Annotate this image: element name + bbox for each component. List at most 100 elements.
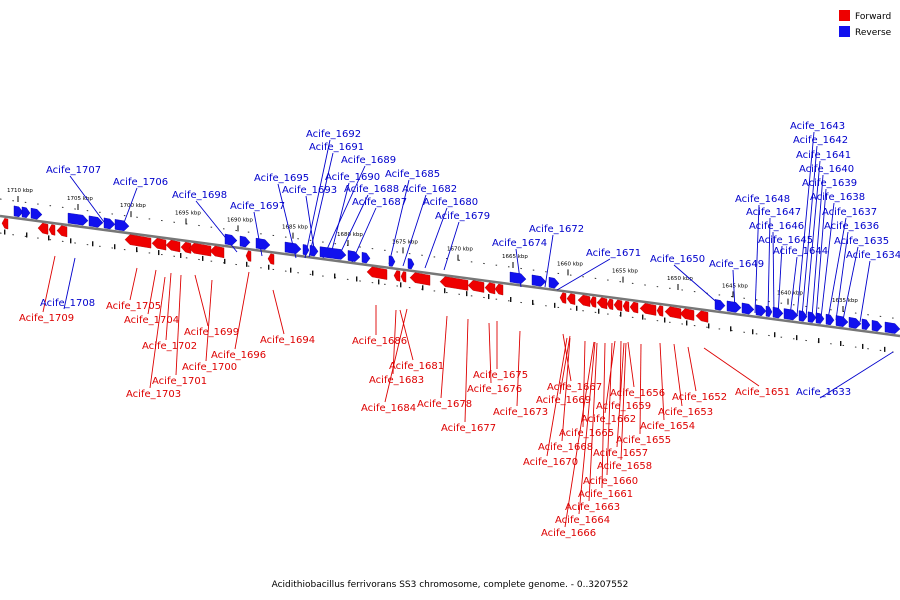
forward-gene-arrow (366, 266, 388, 280)
leader-line (703, 347, 760, 387)
reverse-gene-arrow (13, 205, 24, 218)
forward-gene-arrow (400, 271, 407, 283)
forward-gene-arrow (209, 245, 225, 259)
gene-label: Acife_1675 (473, 370, 528, 381)
reverse-gene-arrow (361, 252, 371, 264)
scale-tick-label: 1705 kbp (67, 196, 93, 202)
gene-label: Acife_1670 (523, 457, 578, 468)
legend-swatch-reverse (839, 26, 850, 37)
leader-line (754, 204, 760, 314)
reverse-gene-arrow (302, 244, 310, 256)
forward-gene-arrow (639, 303, 657, 316)
reverse-gene-arrow (861, 318, 871, 331)
leader-line (304, 139, 331, 259)
leader-line (801, 145, 818, 317)
leader-line (42, 255, 56, 313)
gene-label: Acife_1636 (824, 221, 879, 232)
leader-line (639, 343, 642, 435)
minor-tick (620, 311, 622, 317)
leader-line (544, 234, 554, 288)
scale-tick-label: 1685 kbp (282, 225, 308, 231)
forward-gene-arrow (622, 300, 630, 313)
minor-tick (818, 338, 820, 344)
reverse-gene-arrow (714, 299, 726, 311)
gene-label: Acife_1672 (529, 224, 584, 235)
reverse-gene-arrow (67, 212, 89, 226)
leader-line (488, 322, 492, 384)
minor-tick (664, 317, 666, 323)
gene-label: Acife_1671 (586, 248, 641, 259)
reverse-gene-arrow (407, 258, 415, 270)
gene-label: Acife_1682 (402, 184, 457, 195)
leader-line (564, 341, 595, 528)
minor-tick (26, 232, 28, 238)
figure-caption: Acidithiobacillus ferrivorans SS3 chromo… (272, 580, 629, 590)
scale-tick-label: 1665 kbp (502, 254, 528, 260)
gene-label: Acife_1694 (260, 335, 315, 346)
gene-label: Acife_1644 (773, 246, 828, 257)
leader-line (616, 342, 625, 448)
gene-label: Acife_1684 (361, 403, 416, 414)
gene-label: Acife_1678 (417, 399, 472, 410)
minor-tick (180, 253, 182, 258)
gene-label: Acife_1705 (106, 301, 161, 312)
minor-tick (466, 291, 468, 297)
leader-line (815, 188, 827, 319)
minor-tick (70, 238, 72, 244)
forward-gene-arrow (629, 301, 639, 314)
gene-label: Acife_1692 (306, 129, 361, 140)
reverse-gene-arrow (509, 271, 527, 284)
gene-label: Acife_1683 (369, 375, 424, 386)
gene-label: Acife_1657 (593, 448, 648, 459)
leader-line (272, 289, 285, 335)
gene-label: Acife_1666 (541, 528, 596, 539)
minor-tick (730, 326, 732, 332)
minor-tick (840, 341, 842, 346)
gene-label: Acife_1645 (758, 235, 813, 246)
gene-label: Acife_1701 (152, 376, 207, 387)
forward-gene-arrow (467, 280, 485, 293)
gene-label: Acife_1652 (672, 392, 727, 403)
minor-tick (92, 241, 94, 247)
gene-label: Acife_1698 (172, 190, 227, 201)
leader-line (392, 309, 397, 375)
reverse-gene-arrow (755, 304, 767, 317)
legend-swatch-forward (839, 10, 850, 21)
scale-tick-label: 1670 kbp (447, 247, 473, 253)
scale-tick-label: 1700 kbp (120, 203, 146, 209)
reverse-gene-arrow (224, 233, 238, 246)
leader-line (337, 194, 369, 259)
forward-gene-arrow (484, 282, 496, 295)
gene-label: Acife_1655 (616, 435, 671, 446)
minor-tick (136, 247, 138, 253)
minor-tick (356, 276, 358, 282)
leader-line (402, 194, 427, 267)
forward-gene-arrow (180, 241, 192, 254)
reverse-gene-arrow (848, 316, 862, 329)
gene-label: Acife_1649 (709, 259, 764, 270)
leader-line (673, 343, 683, 407)
gene-label: Acife_1660 (583, 476, 638, 487)
forward-gene-arrow (48, 224, 56, 236)
leader-line (588, 342, 598, 502)
gene-label: Acife_1659 (596, 401, 651, 412)
forward-gene-arrow (494, 283, 504, 296)
minor-tick (488, 294, 490, 300)
forward-gene-arrow (188, 242, 212, 257)
reverse-gene-arrow (284, 241, 302, 254)
chromosome-backbone (0, 214, 900, 338)
gene-label: Acife_1662 (581, 414, 636, 425)
leader-line (69, 175, 105, 223)
forward-gene-arrow (56, 225, 68, 238)
gene-label: Acife_1639 (802, 178, 857, 189)
leader-line (443, 221, 460, 271)
gene-label: Acife_1708 (40, 298, 95, 309)
leader-line (777, 245, 783, 317)
gene-label: Acife_1700 (182, 362, 237, 373)
reverse-gene-arrow (319, 246, 347, 260)
gene-label: Acife_1641 (796, 150, 851, 161)
minor-tick (114, 244, 116, 250)
forward-gene-arrow (559, 292, 567, 304)
leader-line (819, 351, 894, 399)
minor-tick (708, 323, 710, 329)
